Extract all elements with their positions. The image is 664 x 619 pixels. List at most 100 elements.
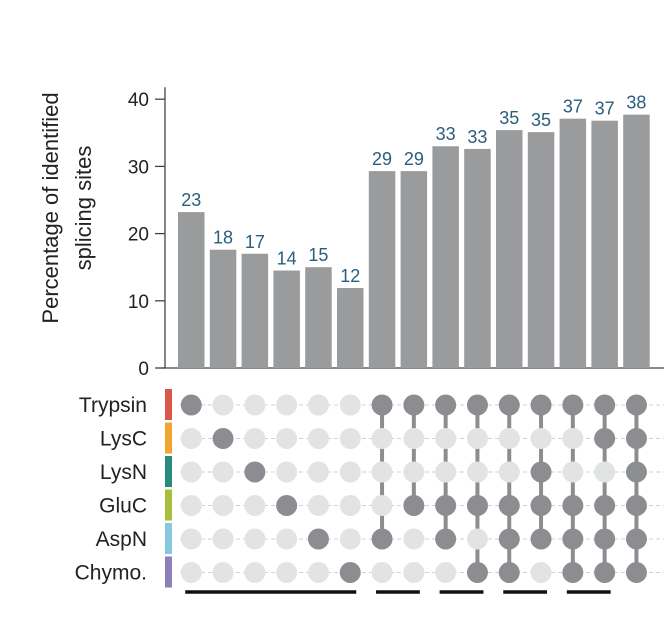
matrix-dot-inactive [339, 495, 361, 516]
matrix-dot-inactive [307, 428, 329, 449]
matrix-dot-active [498, 394, 520, 416]
bar [591, 120, 618, 368]
set-color-swatch [165, 523, 172, 554]
bar [209, 249, 237, 368]
y-tick-label: 40 [128, 90, 149, 111]
bar [496, 130, 523, 368]
matrix-dot-active [530, 461, 552, 483]
matrix-dot-inactive [180, 461, 202, 483]
matrix-dot-inactive [276, 528, 298, 550]
matrix-dot-inactive [212, 495, 234, 516]
matrix-dot-inactive [498, 428, 520, 449]
matrix-dot-inactive [435, 461, 457, 483]
matrix-dot-inactive [466, 428, 488, 449]
matrix-dot-active [212, 428, 234, 449]
matrix-dot-inactive [276, 461, 298, 483]
bar-value-label: 35 [531, 110, 551, 130]
matrix-dot-inactive [562, 428, 584, 449]
matrix-dot-active [594, 562, 616, 583]
y-axis-label-line: Percentage of identified [38, 92, 63, 323]
matrix-dot-active [339, 562, 361, 583]
bars: 23 18 17 14 15 12 29 29 33 33 35 35 37 37 38 [178, 93, 650, 368]
matrix-dot-inactive [530, 428, 552, 449]
bar [400, 171, 428, 368]
matrix-dot-inactive [498, 461, 520, 483]
bar [178, 212, 205, 368]
bar-value-label: 33 [467, 127, 487, 147]
matrix-dot-inactive [180, 495, 202, 516]
bar [368, 171, 396, 368]
set-label: Chymo. [75, 562, 147, 585]
matrix-dot-active [466, 495, 488, 516]
matrix-dot-active [594, 528, 616, 550]
matrix-dot-active [625, 562, 647, 583]
matrix-dot-active [371, 394, 393, 416]
set-label: LysN [100, 461, 147, 484]
matrix-dot-inactive [339, 394, 361, 416]
matrix-dot-inactive [307, 562, 329, 583]
set-color-swatch [165, 422, 172, 454]
bar [305, 267, 332, 368]
bar-value-label: 35 [499, 108, 519, 128]
matrix-dot-inactive [562, 461, 584, 483]
matrix-dot-active [276, 495, 298, 516]
matrix-dot-active [498, 495, 520, 516]
matrix-dot-active [530, 528, 552, 550]
set-label: AspN [96, 528, 147, 551]
matrix-dot-inactive [244, 428, 266, 449]
matrix-dot-inactive [212, 562, 234, 583]
set-label: GluC [99, 495, 147, 518]
matrix-dot-active [530, 394, 552, 416]
set-color-swatch [165, 489, 172, 521]
matrix-dot-active [625, 394, 647, 416]
bar-value-label: 12 [340, 266, 360, 286]
matrix-dot-inactive [244, 528, 266, 550]
matrix-dot-active [498, 528, 520, 550]
matrix-dot-inactive [307, 495, 329, 516]
matrix-dot-inactive [276, 394, 298, 416]
matrix-dot-active [307, 528, 329, 550]
bar [464, 148, 491, 368]
matrix-dot-inactive [371, 428, 393, 449]
matrix-dot-inactive [276, 562, 298, 583]
bar [241, 253, 269, 368]
matrix-dot-inactive [307, 394, 329, 416]
matrix-dot-active [498, 562, 520, 583]
matrix-dot-inactive [244, 495, 266, 516]
bar-value-label: 23 [181, 190, 201, 210]
y-axis-label-line: splicing sites [71, 146, 96, 271]
y-tick-label: 0 [138, 359, 149, 380]
intersection-matrix [180, 394, 664, 583]
matrix-dot-active [244, 461, 266, 483]
matrix-dot-inactive [435, 428, 457, 449]
matrix-dot-active [562, 528, 584, 550]
matrix-dot-active [625, 428, 647, 449]
matrix-dot-inactive [307, 461, 329, 483]
matrix-dot-inactive [339, 528, 361, 550]
bar [432, 146, 459, 368]
matrix-dot-active [594, 394, 616, 416]
matrix-dot-inactive [371, 495, 393, 516]
matrix-dot-active [594, 495, 616, 516]
y-tick-label: 30 [128, 157, 149, 178]
matrix-dot-inactive [180, 562, 202, 583]
matrix-dot-inactive [435, 562, 457, 583]
bar-value-label: 18 [213, 228, 233, 248]
y-tick-label: 20 [128, 225, 149, 246]
y-axis-label: Percentage of identified splicing sites [38, 92, 96, 323]
matrix-dot-inactive [371, 562, 393, 583]
matrix-dot-inactive [403, 461, 425, 483]
matrix-dot-active [403, 394, 425, 416]
matrix-dot-active [562, 562, 584, 583]
bar [337, 288, 364, 368]
bar [559, 118, 587, 368]
bar [527, 132, 555, 368]
set-label: LysC [100, 428, 147, 451]
matrix-dot-active [594, 428, 616, 449]
matrix-dot-active [371, 528, 393, 550]
bar [273, 270, 300, 368]
matrix-dot-inactive [180, 428, 202, 449]
bar-value-label: 14 [277, 249, 297, 269]
matrix-dot-inactive [212, 461, 234, 483]
